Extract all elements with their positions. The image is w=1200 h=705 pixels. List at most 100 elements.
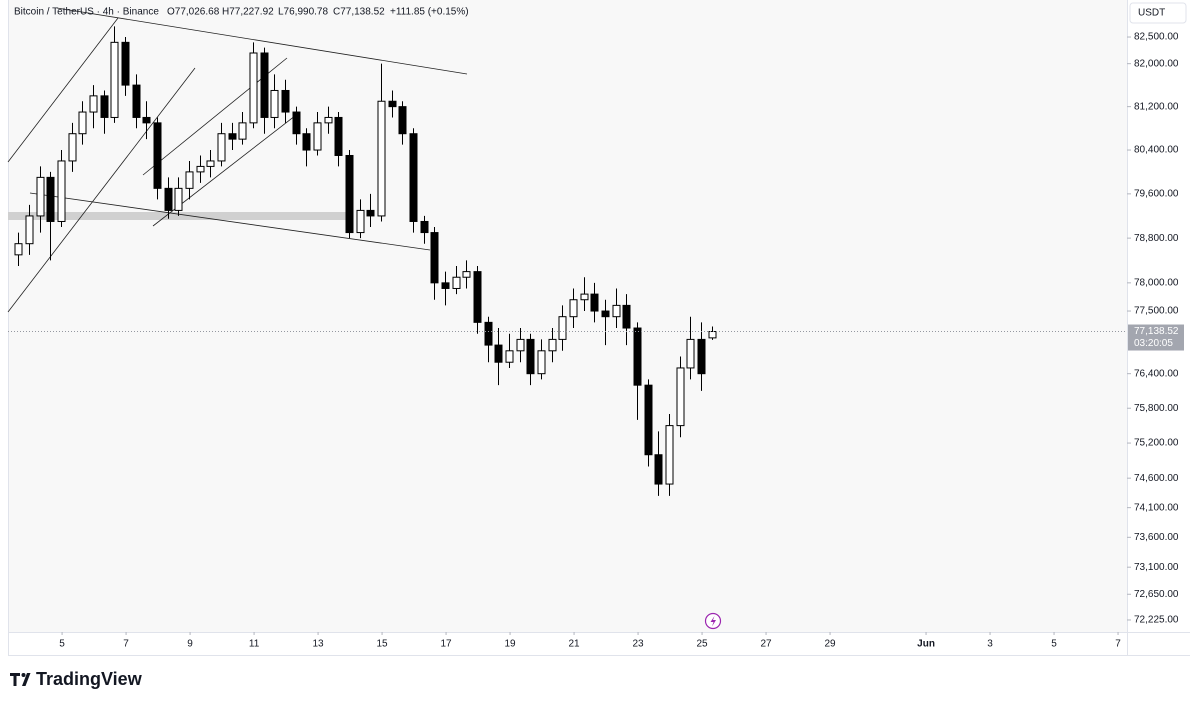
y-tick-label: 78,000.00 bbox=[1134, 277, 1179, 288]
currency: USDT bbox=[1138, 8, 1165, 19]
candle-body bbox=[78, 111, 87, 135]
x-tick-label: 5 bbox=[59, 639, 65, 650]
candle-body bbox=[174, 187, 183, 211]
candle-body bbox=[633, 327, 642, 386]
x-tick-label: 25 bbox=[696, 639, 708, 650]
candle-body bbox=[206, 160, 215, 167]
candle-body bbox=[612, 304, 621, 318]
candle-body bbox=[484, 321, 493, 346]
x-tick-label: 19 bbox=[504, 639, 516, 650]
candle-body bbox=[153, 122, 162, 189]
candle-body bbox=[398, 106, 407, 135]
change: +111.85 (+0.15%) bbox=[390, 7, 469, 18]
candle-body bbox=[164, 187, 173, 211]
y-tick-label: 79,600.00 bbox=[1134, 188, 1179, 199]
y-tick-label: 76,400.00 bbox=[1134, 368, 1179, 379]
candle-body bbox=[25, 215, 34, 245]
candle-body bbox=[708, 331, 717, 339]
y-tick-label: 81,200.00 bbox=[1134, 101, 1179, 112]
candle-body bbox=[238, 122, 247, 140]
ohlc-open: O77,026.68 bbox=[167, 7, 220, 18]
candle-body bbox=[409, 133, 418, 222]
ohlc-low: L76,990.78 bbox=[278, 7, 328, 18]
y-tick-label: 72,225.00 bbox=[1134, 615, 1179, 626]
symbol: Bitcoin / TetherUS · 4h · Binance bbox=[14, 7, 159, 18]
candle-body bbox=[420, 220, 429, 234]
candle-body bbox=[36, 176, 45, 217]
candle-body bbox=[302, 133, 311, 151]
candle-body bbox=[196, 165, 205, 173]
x-tick-label: 21 bbox=[568, 639, 580, 650]
candle-body bbox=[526, 338, 535, 375]
candle-body bbox=[100, 95, 109, 118]
candle-body bbox=[57, 160, 66, 222]
candle-body bbox=[441, 282, 450, 289]
candle-body bbox=[697, 338, 706, 375]
candle-body bbox=[89, 95, 98, 113]
plot-area bbox=[8, 0, 1127, 632]
candle-body bbox=[281, 89, 290, 113]
brand-logo bbox=[10, 673, 31, 686]
candle-body bbox=[686, 338, 695, 369]
candle-body bbox=[292, 111, 301, 135]
x-tick-label: 17 bbox=[441, 639, 453, 650]
candle-body bbox=[558, 316, 567, 340]
trend-line bbox=[29, 192, 431, 251]
x-tick-label: 7 bbox=[1115, 639, 1121, 650]
trend-line bbox=[7, 67, 196, 313]
countdown: 03:20:05 bbox=[1134, 338, 1173, 349]
x-tick-label: 11 bbox=[249, 639, 260, 650]
y-tick-label: 73,600.00 bbox=[1134, 532, 1179, 543]
x-tick-label: 27 bbox=[760, 639, 772, 650]
event-icon-bolt bbox=[710, 616, 716, 627]
x-tick-label: 29 bbox=[824, 639, 836, 650]
candle-body bbox=[580, 293, 589, 301]
candle-body bbox=[313, 122, 322, 151]
x-tick-label: 7 bbox=[123, 639, 129, 650]
candle-body bbox=[601, 310, 610, 318]
candle-body bbox=[473, 271, 482, 323]
candle-body bbox=[462, 271, 471, 278]
y-tick-label: 80,400.00 bbox=[1134, 145, 1179, 156]
last-price-box bbox=[1128, 324, 1184, 351]
candle-body bbox=[366, 209, 375, 217]
candle-body bbox=[132, 84, 141, 118]
ohlc-close: C77,138.52 bbox=[333, 7, 385, 18]
candle-body bbox=[68, 133, 77, 162]
candle-body bbox=[121, 41, 130, 86]
candle-body bbox=[345, 154, 354, 234]
candle-body bbox=[270, 89, 279, 118]
candles bbox=[14, 26, 717, 496]
candle-body bbox=[654, 454, 663, 485]
brand: TradingView bbox=[36, 669, 143, 689]
candle-body bbox=[548, 338, 557, 352]
candle-body bbox=[665, 425, 674, 485]
x-tick-label: 9 bbox=[187, 639, 193, 650]
y-tick-label: 82,500.00 bbox=[1134, 32, 1179, 43]
candle-body bbox=[217, 133, 226, 162]
y-tick-label: 74,600.00 bbox=[1134, 473, 1179, 484]
x-tick-label: Jun bbox=[917, 639, 935, 650]
candle-body bbox=[430, 232, 439, 284]
currency-box[interactable] bbox=[1129, 2, 1187, 24]
last-price-label: 77,138.52 bbox=[1134, 326, 1179, 337]
candle-body bbox=[324, 116, 333, 124]
candle-body bbox=[185, 171, 194, 189]
support-band bbox=[8, 212, 350, 220]
x-tick-label: 13 bbox=[313, 639, 325, 650]
x-tick-label: 3 bbox=[987, 639, 993, 650]
candle-body bbox=[14, 243, 23, 256]
x-tick-label: 15 bbox=[377, 639, 389, 650]
candle-body bbox=[228, 133, 237, 140]
ohlc-high: H77,227.92 bbox=[222, 7, 274, 18]
y-tick-label: 77,500.00 bbox=[1134, 306, 1179, 317]
x-tick-label: 5 bbox=[1051, 639, 1057, 650]
candle-body bbox=[452, 276, 461, 289]
candle-body bbox=[494, 344, 503, 363]
trend-line bbox=[7, 17, 119, 163]
y-tick-label: 75,200.00 bbox=[1134, 438, 1179, 449]
brand-logo-dot bbox=[21, 673, 26, 677]
candle-body bbox=[46, 176, 55, 222]
candle-body bbox=[644, 384, 653, 456]
